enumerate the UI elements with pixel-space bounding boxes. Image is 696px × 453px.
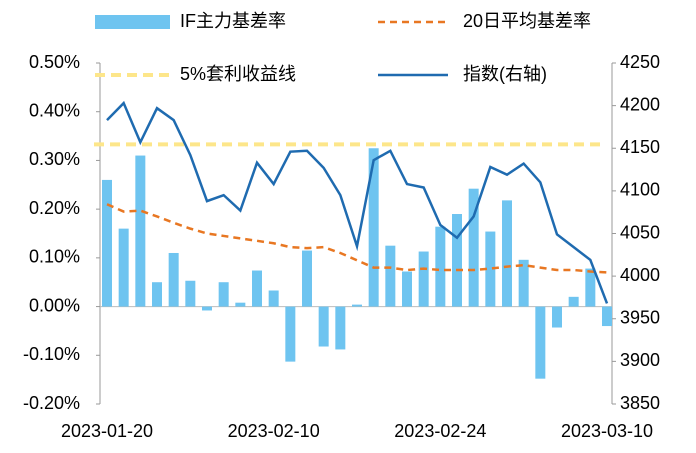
bar xyxy=(185,280,196,307)
y-tick-label: -0.10% xyxy=(23,344,80,364)
bar xyxy=(368,148,379,307)
y-tick-label: 0.30% xyxy=(29,149,80,169)
bar xyxy=(552,306,562,328)
y-tick-label: 0.00% xyxy=(29,295,80,315)
bar xyxy=(218,282,229,307)
bar xyxy=(152,282,162,307)
bar xyxy=(335,306,346,350)
legend-label: 5%套利收益线 xyxy=(180,64,296,84)
y2-tick-label: 4150 xyxy=(620,137,660,157)
bar xyxy=(468,188,479,307)
y2-tick-label: 4050 xyxy=(620,222,660,242)
bar xyxy=(385,245,396,307)
legend-label: IF主力基差率 xyxy=(180,11,286,31)
bar xyxy=(202,306,212,311)
y-tick-label: 0.40% xyxy=(29,100,80,120)
bar xyxy=(268,290,279,307)
legend-label: 指数(右轴) xyxy=(463,64,547,84)
y-tick-label: -0.20% xyxy=(23,393,80,413)
y2-tick-label: 4250 xyxy=(620,52,660,72)
bar xyxy=(102,179,112,307)
x-tick-label: 2023-02-24 xyxy=(394,421,486,441)
y-tick-label: 0.10% xyxy=(29,247,80,267)
bar xyxy=(285,306,296,362)
y2-tick-label: 4000 xyxy=(620,265,660,285)
y-tick-label: 0.20% xyxy=(29,198,80,218)
bar xyxy=(485,231,496,307)
bar xyxy=(352,304,362,307)
x-tick-label: 2023-01-20 xyxy=(61,421,153,441)
bar xyxy=(602,306,612,327)
bar xyxy=(535,306,546,379)
bar xyxy=(402,271,412,307)
bar xyxy=(418,251,429,307)
y-tick-label: 0.50% xyxy=(29,52,80,72)
y2-tick-label: 4100 xyxy=(620,180,660,200)
y2-tick-label: 3900 xyxy=(620,350,660,370)
legend-swatch xyxy=(95,15,170,29)
bar xyxy=(235,302,246,307)
bar xyxy=(118,228,129,307)
legend-label: 20日平均基差率 xyxy=(463,11,591,31)
bar xyxy=(452,214,462,307)
bar xyxy=(135,155,146,307)
x-tick-label: 2023-02-10 xyxy=(228,421,320,441)
y2-tick-label: 4200 xyxy=(620,94,660,114)
bar xyxy=(518,259,529,307)
line-series xyxy=(106,100,609,304)
x-tick-label: 2023-03-10 xyxy=(561,421,653,441)
bar xyxy=(252,270,262,307)
bar xyxy=(568,296,579,307)
y2-tick-label: 3950 xyxy=(620,308,660,328)
bar xyxy=(585,268,596,307)
line-series xyxy=(106,203,608,274)
bar xyxy=(318,306,329,347)
bar xyxy=(302,250,312,307)
bar xyxy=(168,252,179,307)
bar xyxy=(502,200,512,307)
y2-tick-label: 3850 xyxy=(620,393,660,413)
bar xyxy=(435,226,446,307)
